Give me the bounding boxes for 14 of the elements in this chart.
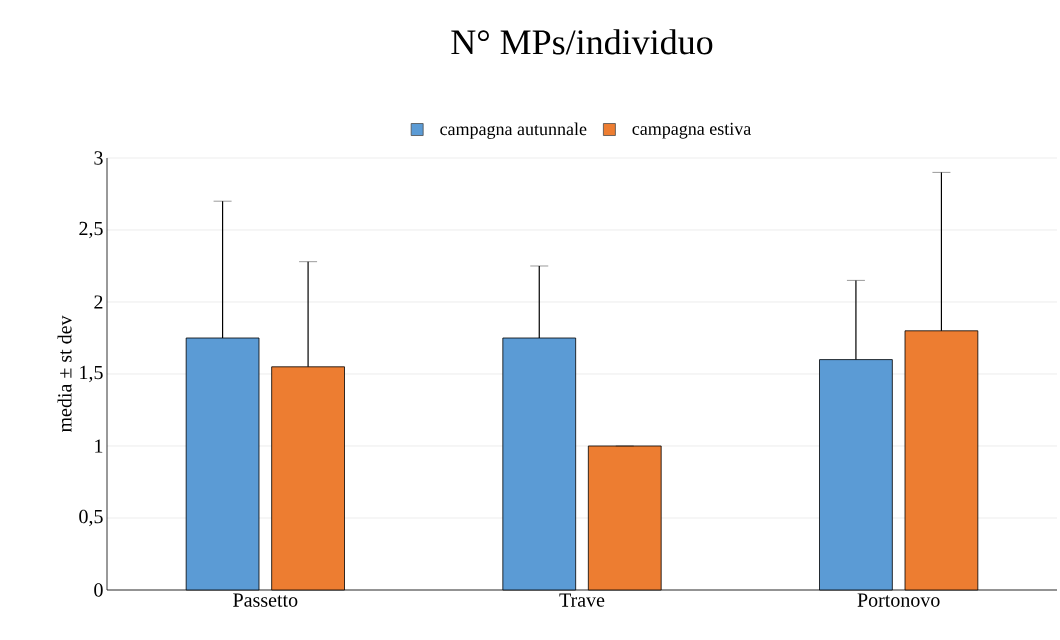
legend-label: campagna autunnale — [440, 122, 587, 139]
y-tick-label: 1 — [95, 439, 103, 453]
x-tick-label: Portonovo — [857, 593, 940, 607]
x-tick-label: Trave — [559, 593, 605, 607]
y-tick-label: 0,5 — [79, 509, 103, 527]
y-tick-label: 2 — [94, 295, 103, 309]
legend-label: campagna estiva — [632, 122, 752, 139]
y-tick-label: 0 — [94, 583, 103, 597]
y-tick-label: 3 — [94, 151, 103, 165]
y-tick-label: 1,5 — [80, 365, 103, 383]
x-tick-label: Passetto — [233, 593, 298, 607]
y-tick-label: 2,5 — [79, 221, 103, 239]
y-axis-title: media ± st dev — [57, 315, 72, 433]
chart-title: N° MPs/individuo — [451, 29, 713, 55]
